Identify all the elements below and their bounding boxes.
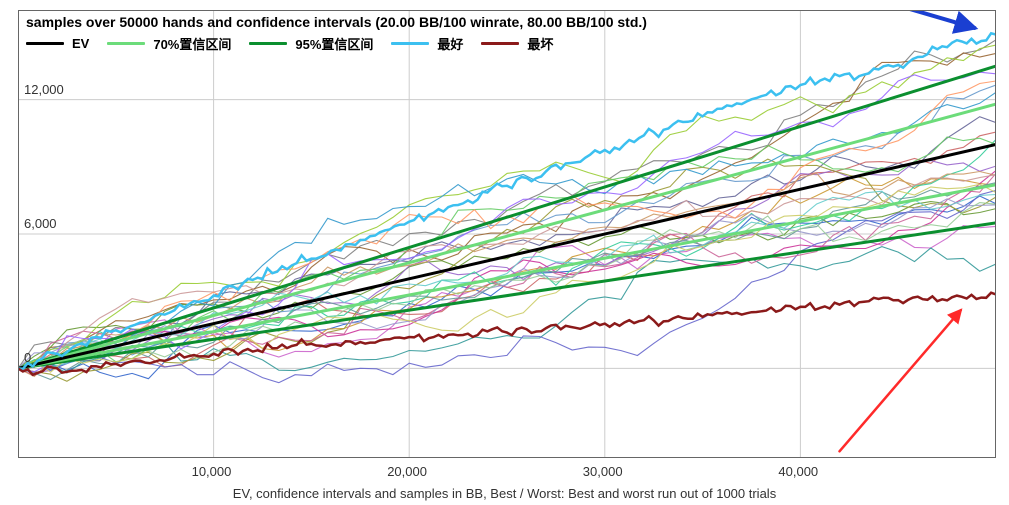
legend-swatch: [481, 42, 519, 45]
y-tick-label: 6,000: [24, 216, 57, 231]
legend-label: 最好: [437, 34, 463, 53]
legend-item: 最好: [391, 34, 463, 53]
legend-item: EV: [26, 36, 89, 51]
legend-label: 最坏: [527, 34, 553, 53]
x-tick-label: 30,000: [583, 464, 623, 479]
legend-item: 70%置信区间: [107, 34, 231, 53]
legend-swatch: [391, 42, 429, 45]
x-tick-label: 20,000: [387, 464, 427, 479]
chart-container: samples over 50000 hands and confidence …: [0, 0, 1009, 505]
legend-label: 70%置信区间: [153, 34, 231, 53]
legend-item: 最坏: [481, 34, 553, 53]
chart-caption: EV, confidence intervals and samples in …: [0, 486, 1009, 501]
y-tick-label: 12,000: [24, 82, 64, 97]
legend-item: 95%置信区间: [249, 34, 373, 53]
legend-label: EV: [72, 36, 89, 51]
legend-swatch: [249, 42, 287, 45]
legend-swatch: [26, 42, 64, 45]
chart-svg: [18, 10, 996, 458]
chart-title: samples over 50000 hands and confidence …: [26, 14, 647, 30]
plot-area: [18, 10, 996, 458]
x-tick-label: 40,000: [778, 464, 818, 479]
x-tick-label: 10,000: [192, 464, 232, 479]
legend-swatch: [107, 42, 145, 45]
y-tick-label: 0: [24, 350, 31, 365]
legend-label: 95%置信区间: [295, 34, 373, 53]
chart-legend: EV 70%置信区间 95%置信区间 最好 最坏: [26, 34, 553, 53]
